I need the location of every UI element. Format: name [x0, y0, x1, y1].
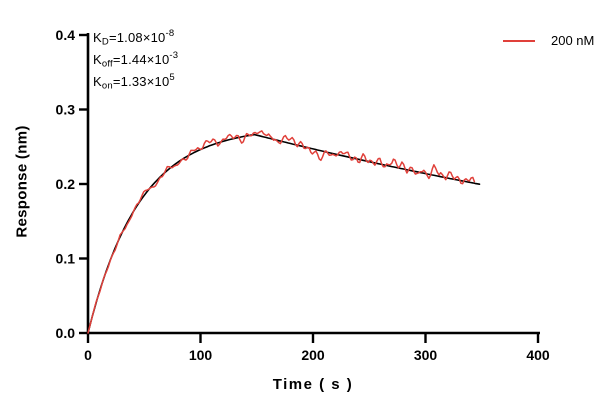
y-tick-label: 0.4 [56, 27, 76, 43]
axis-tick-labels: 0.0 0.1 0.2 0.3 0.4 0 100 200 300 400 [56, 27, 550, 363]
y-tick-label: 0.1 [56, 251, 76, 267]
measured-trace [87, 130, 476, 334]
x-tick-label: 100 [189, 347, 213, 363]
kinetic-constant-line: Koff=1.44×10-3 [93, 50, 179, 70]
x-tick-label: 300 [414, 347, 438, 363]
curves [87, 130, 481, 334]
y-tick-label: 0.2 [56, 176, 76, 192]
y-axis-title: Response (nm) [13, 125, 31, 238]
axis-ticks [79, 33, 540, 343]
y-tick-label: 0.3 [56, 102, 76, 118]
kinetic-constants-annotation: KD=1.08×10-8 Koff=1.44×10-3 Kon=1.33×105 [93, 27, 178, 93]
legend: 200 nM [503, 33, 594, 48]
legend-line-swatch [503, 39, 535, 42]
x-axis-title: Time ( s ) [272, 376, 354, 393]
kinetic-constant-line: KD=1.08×10-8 [93, 28, 175, 48]
legend-label: 200 nM [551, 33, 595, 48]
fit-curve [87, 133, 481, 334]
x-tick-label: 400 [526, 347, 550, 363]
x-tick-label: 200 [301, 347, 325, 363]
y-tick-label: 0.0 [56, 325, 76, 341]
kinetic-constant-line: Kon=1.33×105 [93, 72, 175, 92]
x-tick-label: 0 [84, 347, 92, 363]
